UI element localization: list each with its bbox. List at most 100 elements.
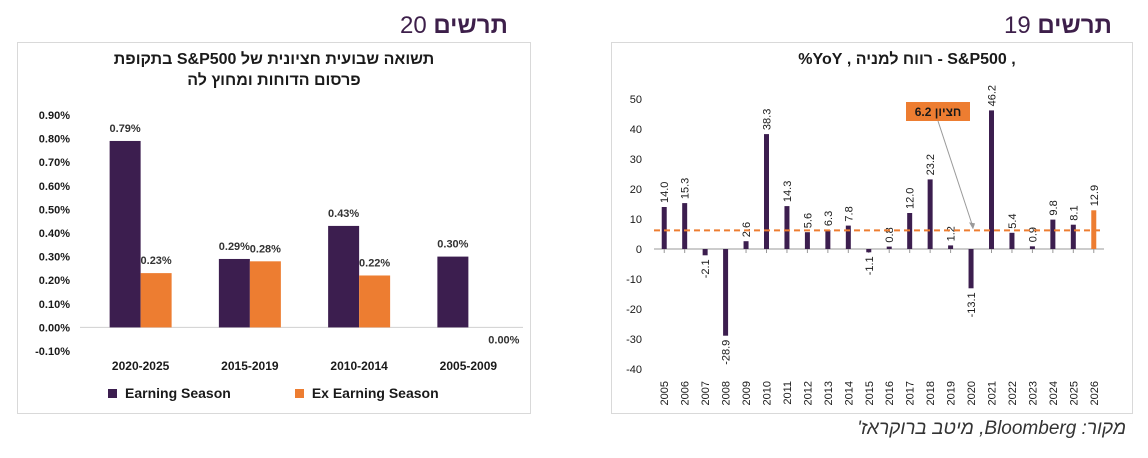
bar-eps-growth xyxy=(886,246,892,249)
x-tick-label: 2010-2014 xyxy=(330,359,388,373)
data-label: 14.3 xyxy=(782,181,794,202)
data-label: 6.3 xyxy=(823,211,835,226)
bar-eps-growth xyxy=(989,110,994,250)
legend-swatch-ex-earning xyxy=(294,388,304,398)
data-label: 5.4 xyxy=(1007,214,1019,229)
x-tick-label: 2024 xyxy=(1048,381,1060,405)
chart-19-panel: , S&P500 - רווח למניה , YoY% 50 40 30 20 10 0… xyxy=(611,42,1133,414)
data-label: -28.9 xyxy=(721,340,733,365)
y-tick-label: 0 xyxy=(636,244,642,256)
y-tick-label: -20 xyxy=(626,304,642,316)
x-tick-label: 2015 xyxy=(864,381,876,405)
bar-eps-growth xyxy=(804,232,810,249)
x-tick-label: 2020-2025 xyxy=(112,359,170,373)
data-label: 1.2 xyxy=(946,226,958,241)
bar-eps-growth xyxy=(723,249,729,336)
x-tick-label: 2009 xyxy=(741,381,753,405)
y-tick-label: 0.60% xyxy=(39,181,70,193)
chart-20-title-line-1: תשואה שבועית חציונית של S&P500 בתקופת xyxy=(113,51,435,68)
bar-eps-growth xyxy=(661,207,667,249)
bar-earning xyxy=(437,256,469,328)
bar-eps-growth xyxy=(1070,224,1076,249)
data-label: 0.28% xyxy=(250,243,281,255)
chart-20-heading: תרשים 20 xyxy=(400,12,508,40)
heading-number: 20 xyxy=(400,12,427,39)
y-tick-label: 0.20% xyxy=(39,275,70,287)
bar-ex-earning xyxy=(249,261,281,328)
data-label: 0.30% xyxy=(437,239,468,251)
y-tick-label: 0.70% xyxy=(39,157,70,169)
bar-eps-growth xyxy=(1091,210,1097,249)
y-tick-label: 0.50% xyxy=(39,204,70,216)
x-tick-label: 2007 xyxy=(700,381,712,405)
data-label: 15.3 xyxy=(680,178,692,199)
bar-eps-growth xyxy=(845,225,851,249)
bar-eps-growth xyxy=(743,241,749,249)
y-tick-label: 30 xyxy=(630,154,642,166)
y-tick-label: -30 xyxy=(626,334,642,346)
heading-word: תרשים xyxy=(1037,12,1112,39)
x-tick-label: 2023 xyxy=(1027,381,1039,405)
x-tick-label: 2012 xyxy=(802,381,814,405)
bar-eps-growth xyxy=(784,206,790,249)
data-label: -1.1 xyxy=(864,256,876,275)
bar-eps-growth xyxy=(1029,246,1035,249)
bar-ex-earning xyxy=(140,273,172,328)
median-callout-arrowhead xyxy=(969,222,976,230)
chart-19-title: , S&P500 - רווח למניה , YoY% xyxy=(798,51,1016,68)
x-tick-label: 2005-2009 xyxy=(440,359,498,373)
chart-20-panel: תשואה שבועית חציונית של S&P500 בתקופת פר… xyxy=(17,42,531,414)
legend-swatch-earning xyxy=(108,388,117,398)
y-tick-label: -40 xyxy=(626,364,642,376)
data-label: 5.6 xyxy=(802,213,814,228)
bar-ex-earning xyxy=(359,275,391,328)
y-tick-label: -10 xyxy=(626,274,642,286)
bar-eps-growth xyxy=(825,230,831,249)
chart-20-plot: 0.90% 0.80% 0.70% 0.60% 0.50% 0.40% 0.30% 0.20%… xyxy=(35,110,523,373)
x-tick-label: 2015-2019 xyxy=(221,359,279,373)
chart-19-heading: תרשים 19 xyxy=(1004,12,1112,40)
x-tick-label: 2016 xyxy=(884,381,896,405)
data-label: 0.29% xyxy=(219,241,250,253)
data-label: -2.1 xyxy=(700,259,712,278)
legend-label-ex-earning: Ex Earning Season xyxy=(311,385,439,401)
y-tick-label: 0.30% xyxy=(39,252,70,264)
x-tick-label: 2005 xyxy=(659,381,671,405)
data-label: 12.0 xyxy=(905,188,917,209)
y-tick-label: 0.90% xyxy=(39,110,70,122)
median-callout-box xyxy=(906,102,970,121)
bar-earning xyxy=(218,258,250,328)
data-label: 0.00% xyxy=(488,334,519,346)
y-tick-label: 0.80% xyxy=(39,134,70,146)
y-tick-label: 20 xyxy=(630,184,642,196)
source-note: מקור: Bloomberg, מיטב ברוקראז' xyxy=(857,418,1126,439)
y-tick-label: 0.40% xyxy=(39,228,70,240)
data-label: 23.2 xyxy=(925,154,937,175)
x-tick-label: 2008 xyxy=(721,381,733,405)
y-tick-label: 50 xyxy=(630,94,642,106)
x-tick-label: 2019 xyxy=(946,381,958,405)
y-tick-label: 10 xyxy=(630,214,642,226)
data-label: 0.9 xyxy=(1027,227,1039,242)
x-tick-label: 2025 xyxy=(1068,381,1080,405)
bar-earning xyxy=(328,225,360,328)
data-label: 14.0 xyxy=(659,182,671,203)
x-tick-label: 2013 xyxy=(823,381,835,405)
bar-eps-growth xyxy=(948,245,954,249)
data-label: 0.79% xyxy=(110,123,141,135)
legend-label-earning: Earning Season xyxy=(125,385,231,401)
y-tick-label: 0.10% xyxy=(39,299,70,311)
x-tick-label: 2020 xyxy=(966,381,978,405)
chart-20-legend: Earning Season Ex Earning Season xyxy=(108,385,439,401)
heading-number: 19 xyxy=(1004,12,1031,39)
median-callout-label: חציון 6.2 xyxy=(915,105,962,119)
data-label: 46.2 xyxy=(987,85,999,106)
y-tick-label: -0.10% xyxy=(35,346,70,358)
data-label: -13.1 xyxy=(966,292,978,317)
x-tick-label: 2022 xyxy=(1007,381,1019,405)
y-tick-label: 40 xyxy=(630,124,642,136)
data-label: 0.43% xyxy=(328,208,359,220)
data-label: 0.23% xyxy=(141,255,172,267)
bar-earning xyxy=(109,140,141,328)
data-label: 7.8 xyxy=(843,206,855,221)
